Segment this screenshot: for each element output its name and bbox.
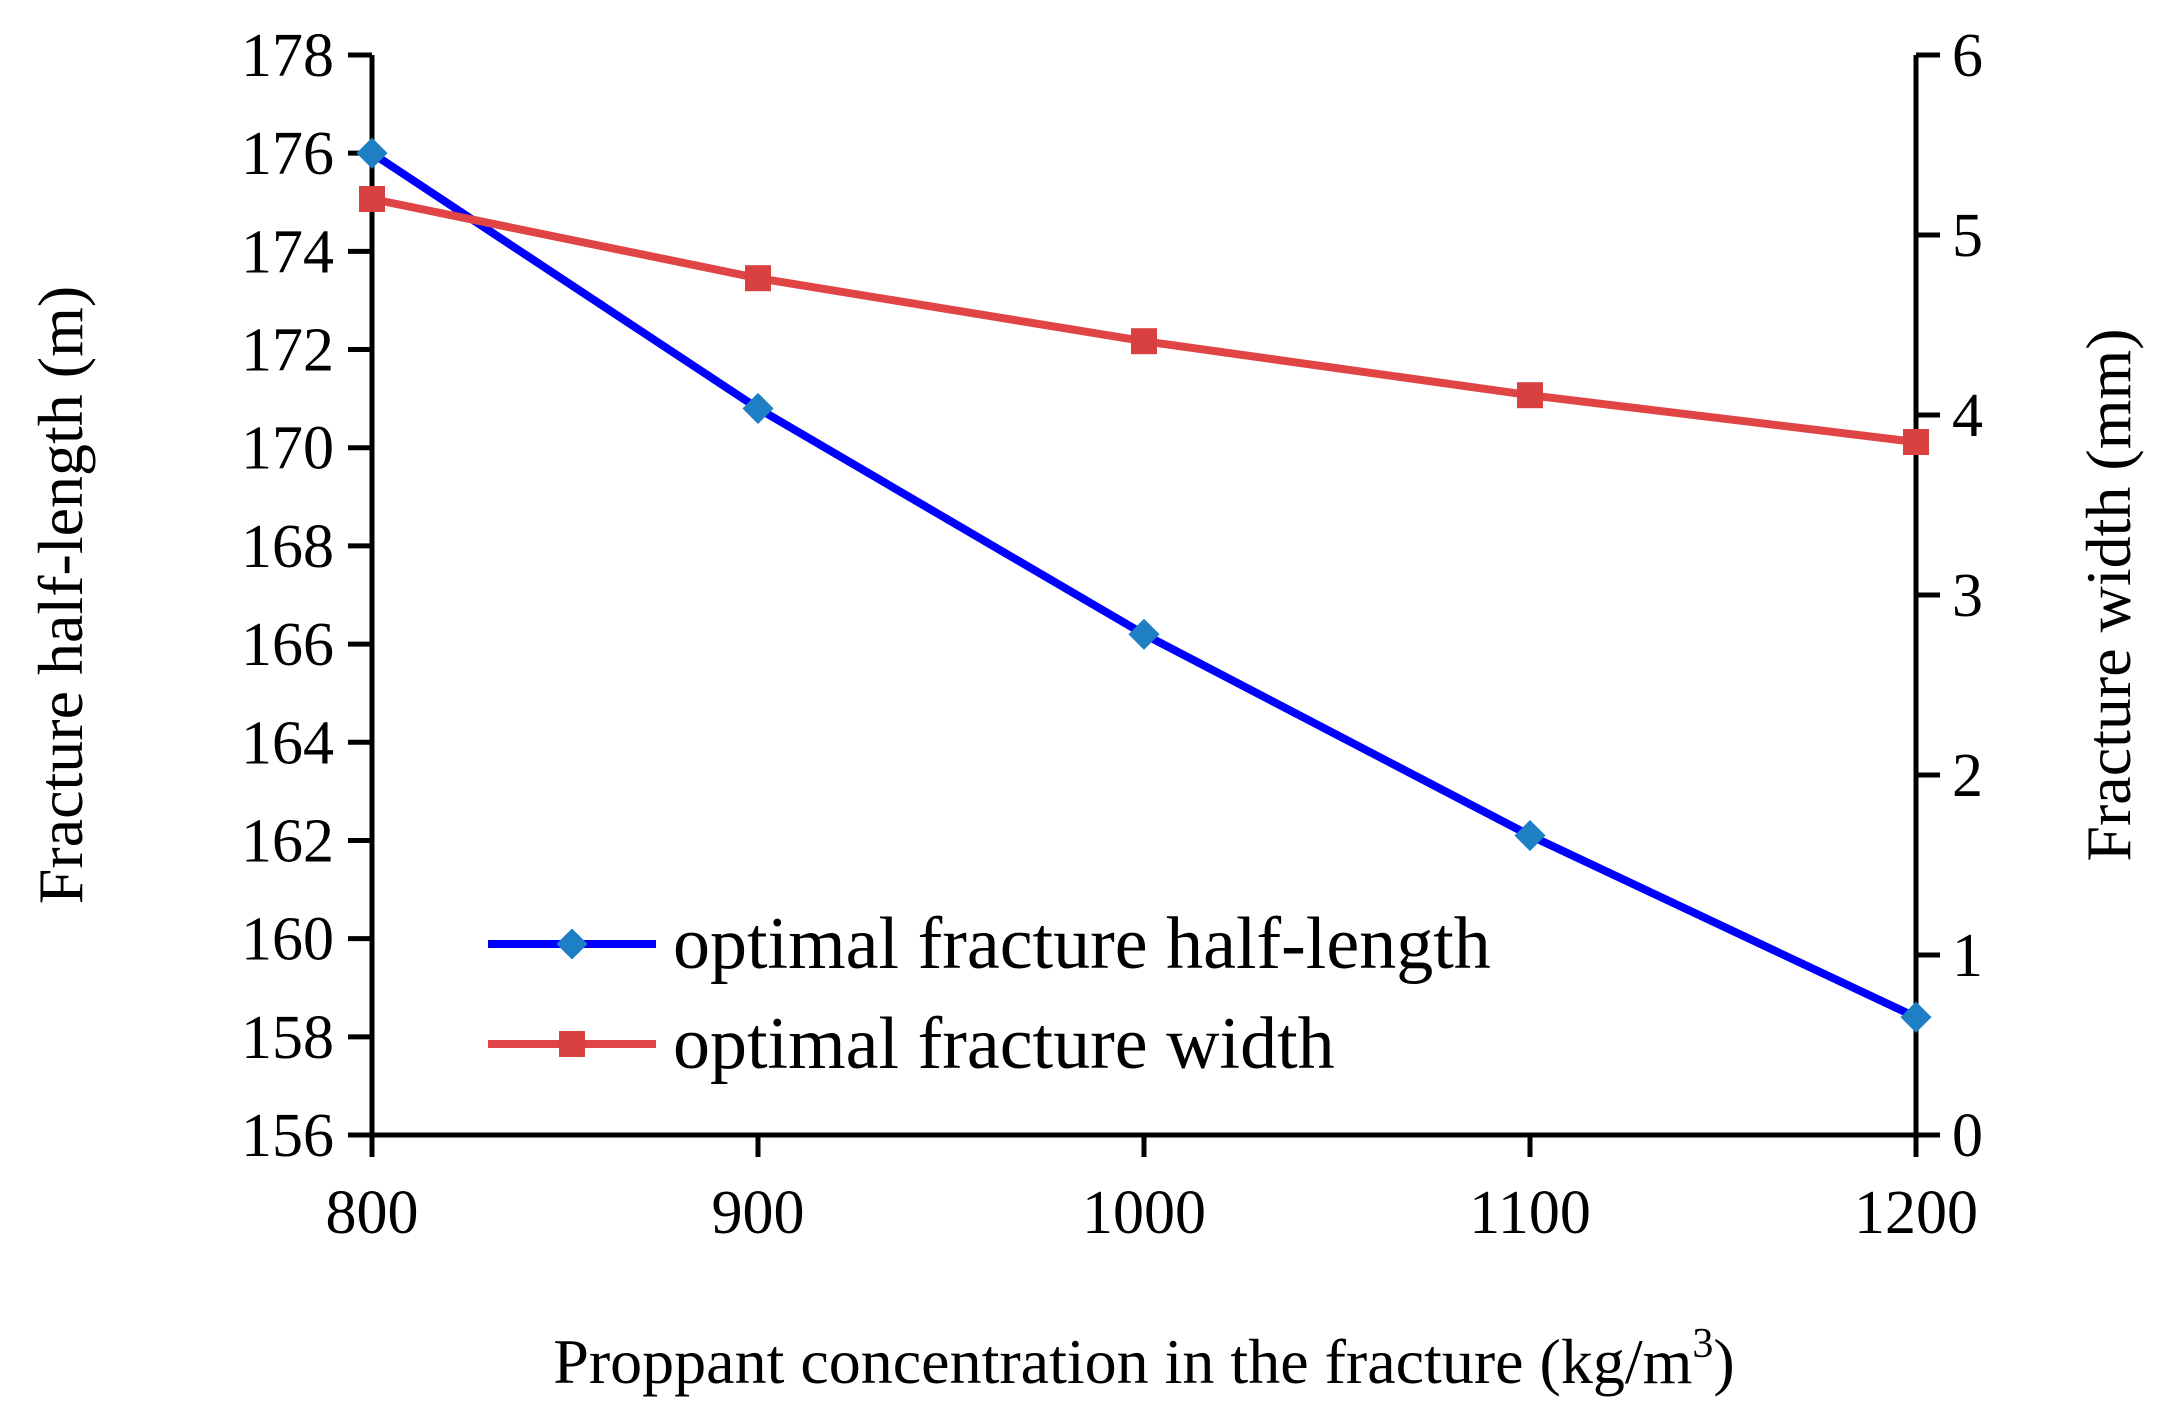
y-tick-label: 164: [241, 709, 334, 777]
y-tick-label: 178: [241, 22, 334, 90]
y2-tick-label: 0: [1952, 1102, 1983, 1170]
y2-tick-label: 6: [1952, 22, 1983, 90]
x-tick-label: 1200: [1854, 1179, 1978, 1247]
y-tick-label: 156: [241, 1102, 334, 1170]
legend-square-marker: [559, 1031, 585, 1057]
legend-label-half-length: optimal fracture half-length: [673, 903, 1491, 985]
legend: optimal fracture half-length optimal fra…: [488, 903, 1491, 1085]
series-layer: [356, 137, 1932, 1033]
data-point-square: [1131, 328, 1157, 355]
y2-tick-label: 1: [1952, 922, 1983, 990]
legend-entry-half-length: optimal fracture half-length: [488, 903, 1491, 985]
series-line: [371, 195, 1917, 446]
series-width: [359, 186, 1929, 455]
right-axis-ticks: 0 1 2 3 4 5 6: [1916, 22, 1983, 1170]
y-tick-label: 160: [241, 906, 334, 974]
y-tick-label: 170: [241, 415, 334, 483]
y-tick-label: 162: [241, 807, 334, 875]
data-point-square: [745, 265, 771, 292]
y2-tick-label: 3: [1952, 562, 1983, 630]
y-tick-label: 166: [241, 611, 334, 679]
data-point-diamond: [1900, 1001, 1932, 1033]
y2-tick-label: 5: [1952, 202, 1983, 270]
left-axis-ticks: 156 158 160 162 164 166 168 170 172 174 176 178: [241, 22, 372, 1170]
x-axis-title-suffix: ): [1713, 1326, 1734, 1397]
y-tick-label: 158: [241, 1004, 334, 1072]
data-point-diamond: [742, 392, 774, 425]
x-axis-title-superscript: 3: [1692, 1321, 1713, 1367]
x-axis-title-main: Proppant concentration in the fracture (…: [553, 1326, 1692, 1397]
series-half-length: [356, 137, 1932, 1033]
y-tick-label: 168: [241, 513, 334, 581]
series-line: [369, 149, 1918, 1021]
legend-entry-width: optimal fracture width: [488, 1003, 1335, 1085]
y2-tick-label: 2: [1952, 742, 1983, 810]
y-tick-label: 176: [241, 120, 334, 188]
data-point-square: [1903, 429, 1929, 455]
x-tick-label: 900: [712, 1179, 805, 1247]
data-point-diamond: [356, 137, 388, 169]
legend-label-width: optimal fracture width: [673, 1003, 1335, 1085]
legend-diamond-marker: [556, 928, 588, 960]
x-axis-ticks: 800 900 1000 1100 1200: [326, 1135, 1978, 1247]
x-axis-title: Proppant concentration in the fracture (…: [553, 1321, 1734, 1397]
y-axis-title: Fracture half-length (m): [25, 286, 96, 904]
x-tick-label: 1100: [1469, 1179, 1591, 1247]
data-point-square: [1517, 382, 1543, 409]
data-point-square: [359, 186, 385, 212]
y-tick-label: 174: [241, 218, 334, 286]
x-tick-label: 800: [326, 1179, 419, 1247]
y2-tick-label: 4: [1952, 382, 1983, 450]
x-tick-label: 1000: [1082, 1179, 1206, 1247]
y-tick-label: 172: [241, 317, 334, 385]
y2-axis-title: Fracture width (mm): [2073, 328, 2144, 861]
data-point-diamond: [1514, 819, 1546, 852]
